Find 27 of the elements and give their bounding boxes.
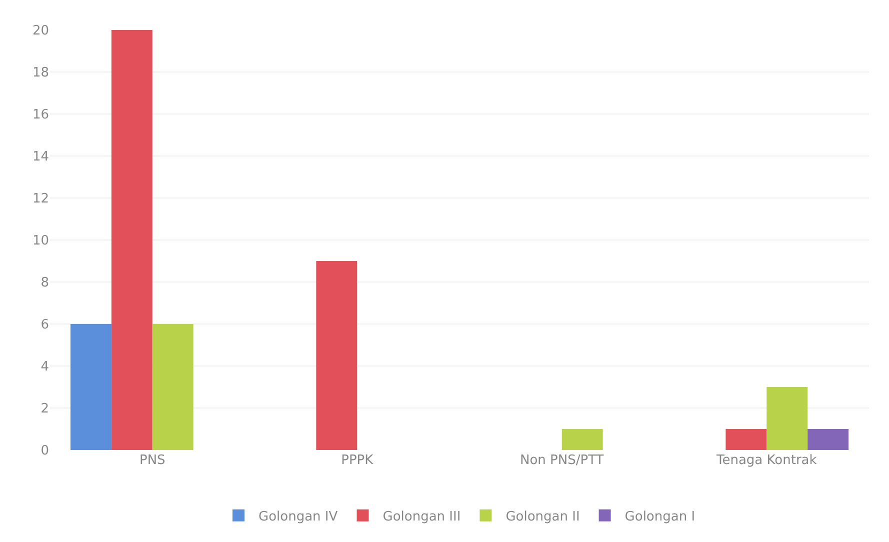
bar xyxy=(70,324,112,450)
x-tick-label: PNS xyxy=(139,453,166,468)
bar xyxy=(562,429,603,450)
bar xyxy=(152,324,194,450)
x-tick-label: Tenaga Kontrak xyxy=(715,453,818,468)
legend-label: Golongan III xyxy=(382,509,461,524)
y-tick-label: 0 xyxy=(40,444,49,459)
legend-label: Golongan I xyxy=(624,509,696,524)
y-tick-label: 16 xyxy=(32,108,49,123)
y-tick-label: 12 xyxy=(32,192,49,207)
bar xyxy=(316,261,358,450)
y-tick-label: 20 xyxy=(32,24,49,39)
y-tick-label: 6 xyxy=(40,318,49,333)
legend-label: Golongan IV xyxy=(258,509,338,524)
bar xyxy=(766,387,808,450)
bar xyxy=(111,30,152,450)
x-tick-label: Non PNS/PTT xyxy=(520,453,604,468)
y-tick-label: 10 xyxy=(32,234,49,249)
y-tick-label: 18 xyxy=(32,66,49,81)
x-tick-label: PPPK xyxy=(341,453,374,468)
y-tick-label: 14 xyxy=(32,150,49,165)
bar xyxy=(726,429,767,450)
y-tick-label: 8 xyxy=(40,276,49,291)
y-tick-label: 2 xyxy=(40,402,49,417)
legend-label: Golongan II xyxy=(506,509,580,524)
y-tick-label: 4 xyxy=(40,360,49,375)
bar xyxy=(808,429,849,450)
